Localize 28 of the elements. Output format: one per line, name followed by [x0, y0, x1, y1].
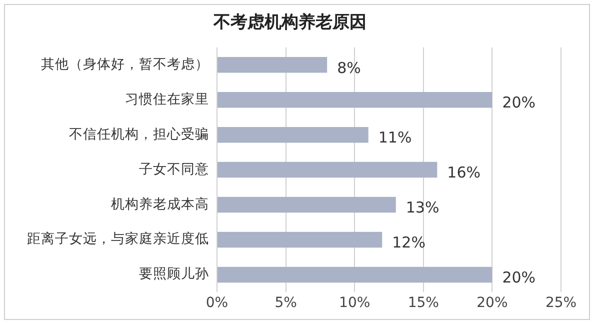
y-tick-label: 其他（身体好，暂不考虑）	[41, 56, 209, 72]
data-label: 8%	[337, 58, 361, 77]
x-tick-label: 15%	[408, 295, 439, 312]
x-tick-label: 0%	[206, 295, 228, 312]
y-tick-label: 要照顾儿孙	[139, 266, 209, 282]
chart-title: 不考虑机构养老原因	[212, 12, 366, 33]
y-tick-label: 习惯住在家里	[125, 91, 209, 108]
y-tick-label: 机构养老成本高	[111, 196, 209, 212]
bar	[218, 196, 396, 213]
bar	[218, 266, 492, 283]
y-tick-label: 不信任机构，担心受骗	[69, 126, 209, 142]
x-tick-label: 20%	[476, 295, 508, 312]
y-tick-label: 距离子女远，与家庭亲近度低	[27, 231, 209, 248]
bar	[218, 126, 368, 143]
data-label: 16%	[447, 164, 481, 182]
bar	[218, 232, 382, 248]
data-label: 11%	[378, 128, 412, 147]
y-tick-label: 子女不同意	[139, 161, 209, 178]
data-label: 20%	[502, 94, 536, 112]
data-label: 20%	[502, 268, 536, 287]
data-label: 13%	[406, 198, 440, 217]
bar	[218, 162, 438, 178]
data-label: 12%	[392, 234, 426, 252]
x-tick-label: 5%	[274, 295, 297, 312]
bar	[218, 92, 492, 108]
x-tick-label: 10%	[339, 295, 370, 312]
bar	[218, 57, 328, 73]
x-tick-label: 25%	[545, 295, 577, 312]
